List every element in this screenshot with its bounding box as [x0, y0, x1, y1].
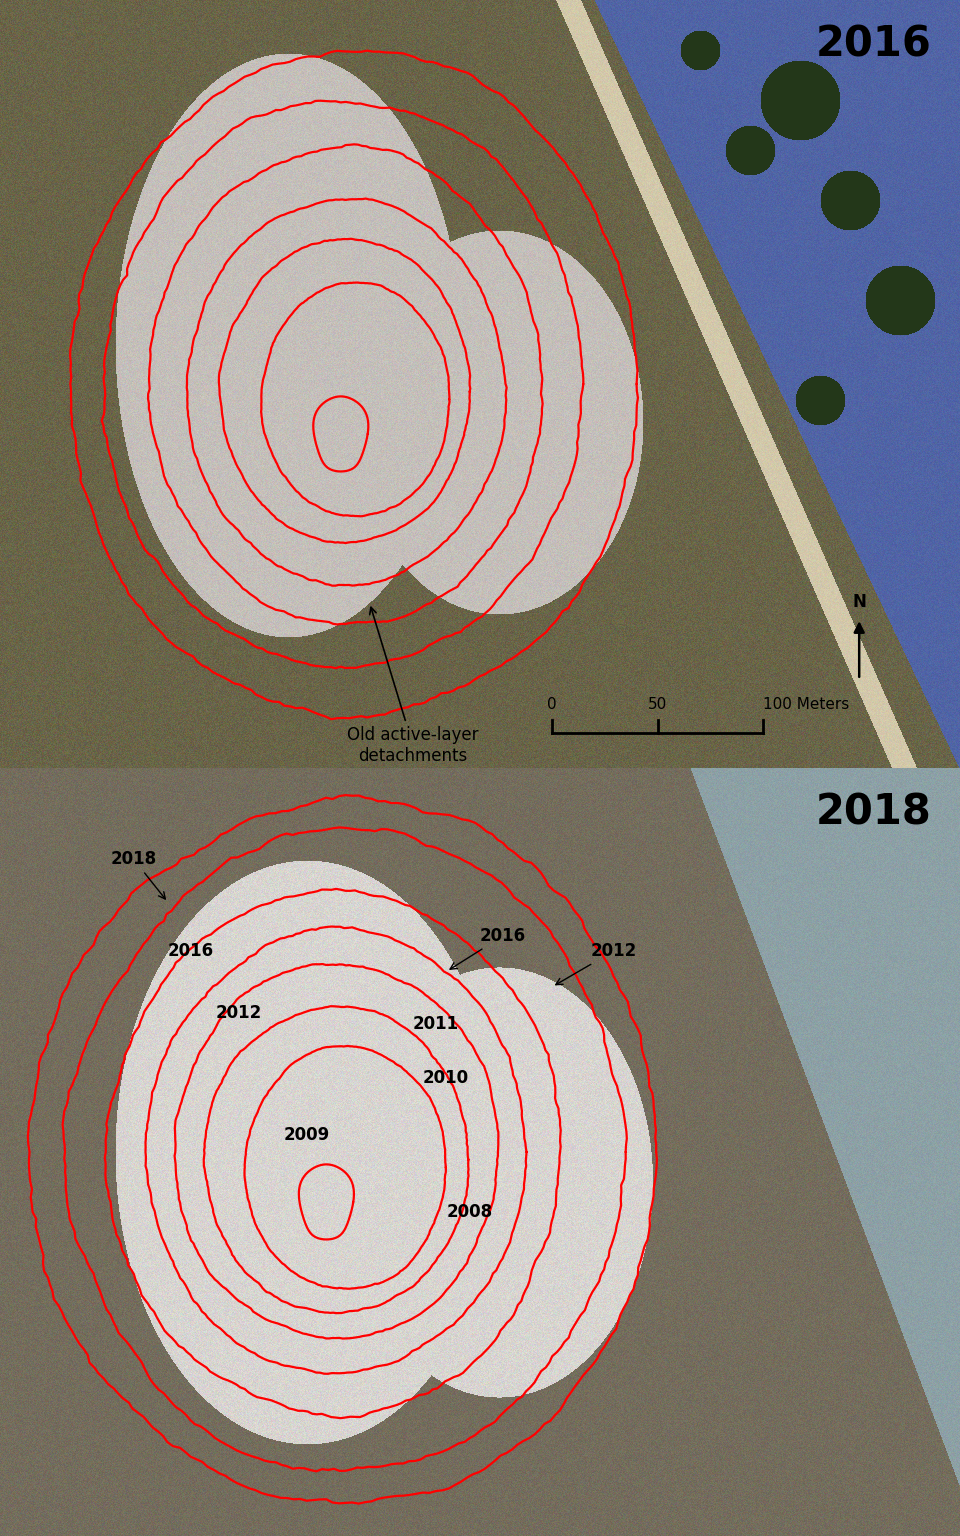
- Text: 2011: 2011: [413, 1015, 459, 1034]
- Text: 2018: 2018: [815, 791, 931, 833]
- Text: 0: 0: [547, 697, 557, 713]
- Text: 100 Meters: 100 Meters: [763, 697, 850, 713]
- Text: 2018: 2018: [110, 849, 165, 899]
- Text: 2016: 2016: [168, 942, 214, 960]
- Text: N: N: [852, 593, 866, 610]
- Text: 2010: 2010: [422, 1069, 468, 1087]
- Text: 2012: 2012: [216, 1003, 262, 1021]
- Text: 2008: 2008: [446, 1203, 492, 1221]
- Text: 2016: 2016: [450, 926, 526, 969]
- Text: 2009: 2009: [283, 1126, 329, 1144]
- Text: Old active-layer
detachments: Old active-layer detachments: [348, 607, 478, 765]
- Text: 2012: 2012: [556, 942, 636, 985]
- Text: 50: 50: [648, 697, 667, 713]
- Text: 2016: 2016: [815, 23, 931, 65]
